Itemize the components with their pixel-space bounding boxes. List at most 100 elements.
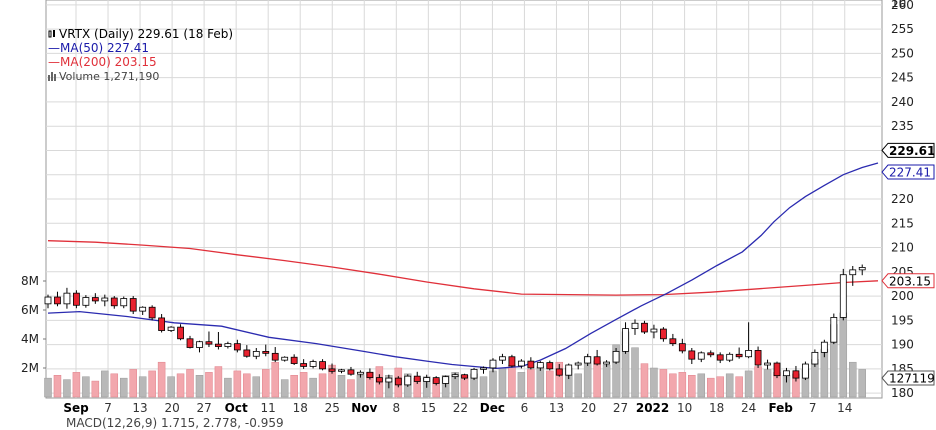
price-tick-label: 235: [891, 119, 914, 133]
candle-up: [82, 297, 90, 306]
volume-bar: [195, 375, 204, 398]
volume-bar: [640, 363, 649, 398]
volume-tick-label: 2M: [21, 361, 39, 375]
ma50-dash: —: [48, 41, 60, 55]
candle-down: [508, 356, 516, 367]
candle-up: [764, 362, 771, 366]
date-tick-label: Feb: [768, 401, 793, 415]
date-tick-label: 7: [104, 401, 112, 415]
candle-down: [413, 375, 421, 382]
candle-up: [470, 368, 478, 379]
date-tick-label: 6: [521, 401, 529, 415]
candle-up: [631, 322, 639, 329]
volume-bar: [688, 375, 696, 398]
candle-up: [338, 369, 345, 372]
date-tick-label: 20: [581, 401, 596, 415]
volume-bar: [44, 377, 52, 398]
candle-up: [224, 343, 232, 347]
volume-bar: [101, 370, 109, 398]
volume-bar: [669, 373, 677, 398]
candle-up: [858, 267, 866, 271]
candle-up: [101, 297, 109, 302]
moving-averages: [47, 162, 879, 370]
candle-up: [802, 363, 809, 379]
candle-down: [290, 356, 298, 364]
date-tick-label: 24: [741, 401, 756, 415]
candle-down: [669, 338, 677, 345]
candle-up: [309, 361, 317, 367]
price-tick-label: 210: [891, 241, 914, 255]
volume-bar: [262, 369, 270, 398]
date-tick-label: 13: [549, 401, 564, 415]
volume-bar: [839, 312, 848, 398]
volume-bar: [725, 373, 734, 398]
volume-bar: [167, 376, 175, 398]
price-tick-label: 260: [891, 0, 914, 12]
price-tick-label: 240: [891, 95, 914, 109]
candle-up: [839, 274, 847, 318]
volume-bar: [763, 369, 772, 398]
candle-down: [641, 322, 648, 333]
candle-up: [584, 356, 592, 364]
candle-up: [357, 371, 364, 375]
legend-title-row: VRTX (Daily) 229.61 (18 Feb): [48, 27, 233, 41]
candle-down: [792, 370, 800, 379]
date-tick-label: Oct: [225, 401, 248, 415]
volume-bar: [678, 372, 687, 398]
price-tick-label: 215: [891, 216, 914, 230]
volume-bar: [479, 376, 488, 398]
volume-bar: [555, 361, 564, 398]
candle-up: [451, 374, 459, 378]
candle-up: [480, 367, 487, 370]
candle-up: [385, 377, 393, 383]
price-tick-label: 190: [891, 338, 914, 352]
candle-up: [726, 353, 734, 361]
volume-bar: [91, 380, 100, 398]
legend-ma50: MA(50) 227.41: [60, 41, 149, 55]
candle-down: [432, 377, 440, 384]
candle-up: [820, 341, 828, 353]
candle-down: [546, 362, 554, 370]
candle-down: [215, 343, 222, 347]
candle-down: [707, 352, 715, 356]
volume-bar: [119, 377, 128, 398]
price-tag-ma50: 227.41: [881, 164, 935, 180]
candle-up: [830, 317, 838, 343]
date-tick-label: Sep: [63, 401, 89, 415]
date-tick-label: 25: [325, 401, 340, 415]
volume-bar: [536, 366, 545, 398]
candle-down: [91, 297, 99, 302]
candle-up: [612, 351, 620, 363]
volume-bar: [716, 376, 724, 398]
price-tick-label: 245: [891, 71, 914, 85]
price-tag-label: 203.15: [889, 274, 931, 288]
volume-bar: [517, 372, 526, 398]
price-tick-label: 180: [891, 386, 914, 400]
volume-bar: [252, 376, 261, 398]
volume-bar: [508, 364, 516, 398]
price-tags: 229.61 227.41 203.15 127119: [881, 142, 935, 386]
ma200-dash: —: [48, 55, 60, 69]
candle-up: [499, 356, 506, 361]
volume-tick-label: 4M: [21, 332, 39, 346]
volume-bar: [224, 377, 232, 398]
candle-down: [233, 343, 241, 351]
volume-bar: [574, 373, 582, 398]
price-tick-label: 10: [891, 0, 906, 10]
candlesticks: [44, 264, 866, 389]
candle-down: [205, 341, 213, 345]
candle-up: [811, 351, 819, 365]
legend-ma200: MA(200) 203.15: [60, 55, 157, 69]
date-tick-label: Dec: [480, 401, 505, 415]
volume-bar: [299, 372, 308, 398]
date-tick-label: 14: [837, 401, 852, 415]
candle-down: [129, 298, 137, 312]
candle-down: [271, 352, 279, 361]
chart-grid: [45, 0, 883, 399]
volume-bar: [631, 347, 639, 398]
candle-down: [110, 297, 118, 307]
candle-down: [148, 306, 156, 319]
candle-down: [186, 338, 194, 348]
volume-bar: [735, 376, 743, 398]
volume-bar: [157, 361, 166, 398]
